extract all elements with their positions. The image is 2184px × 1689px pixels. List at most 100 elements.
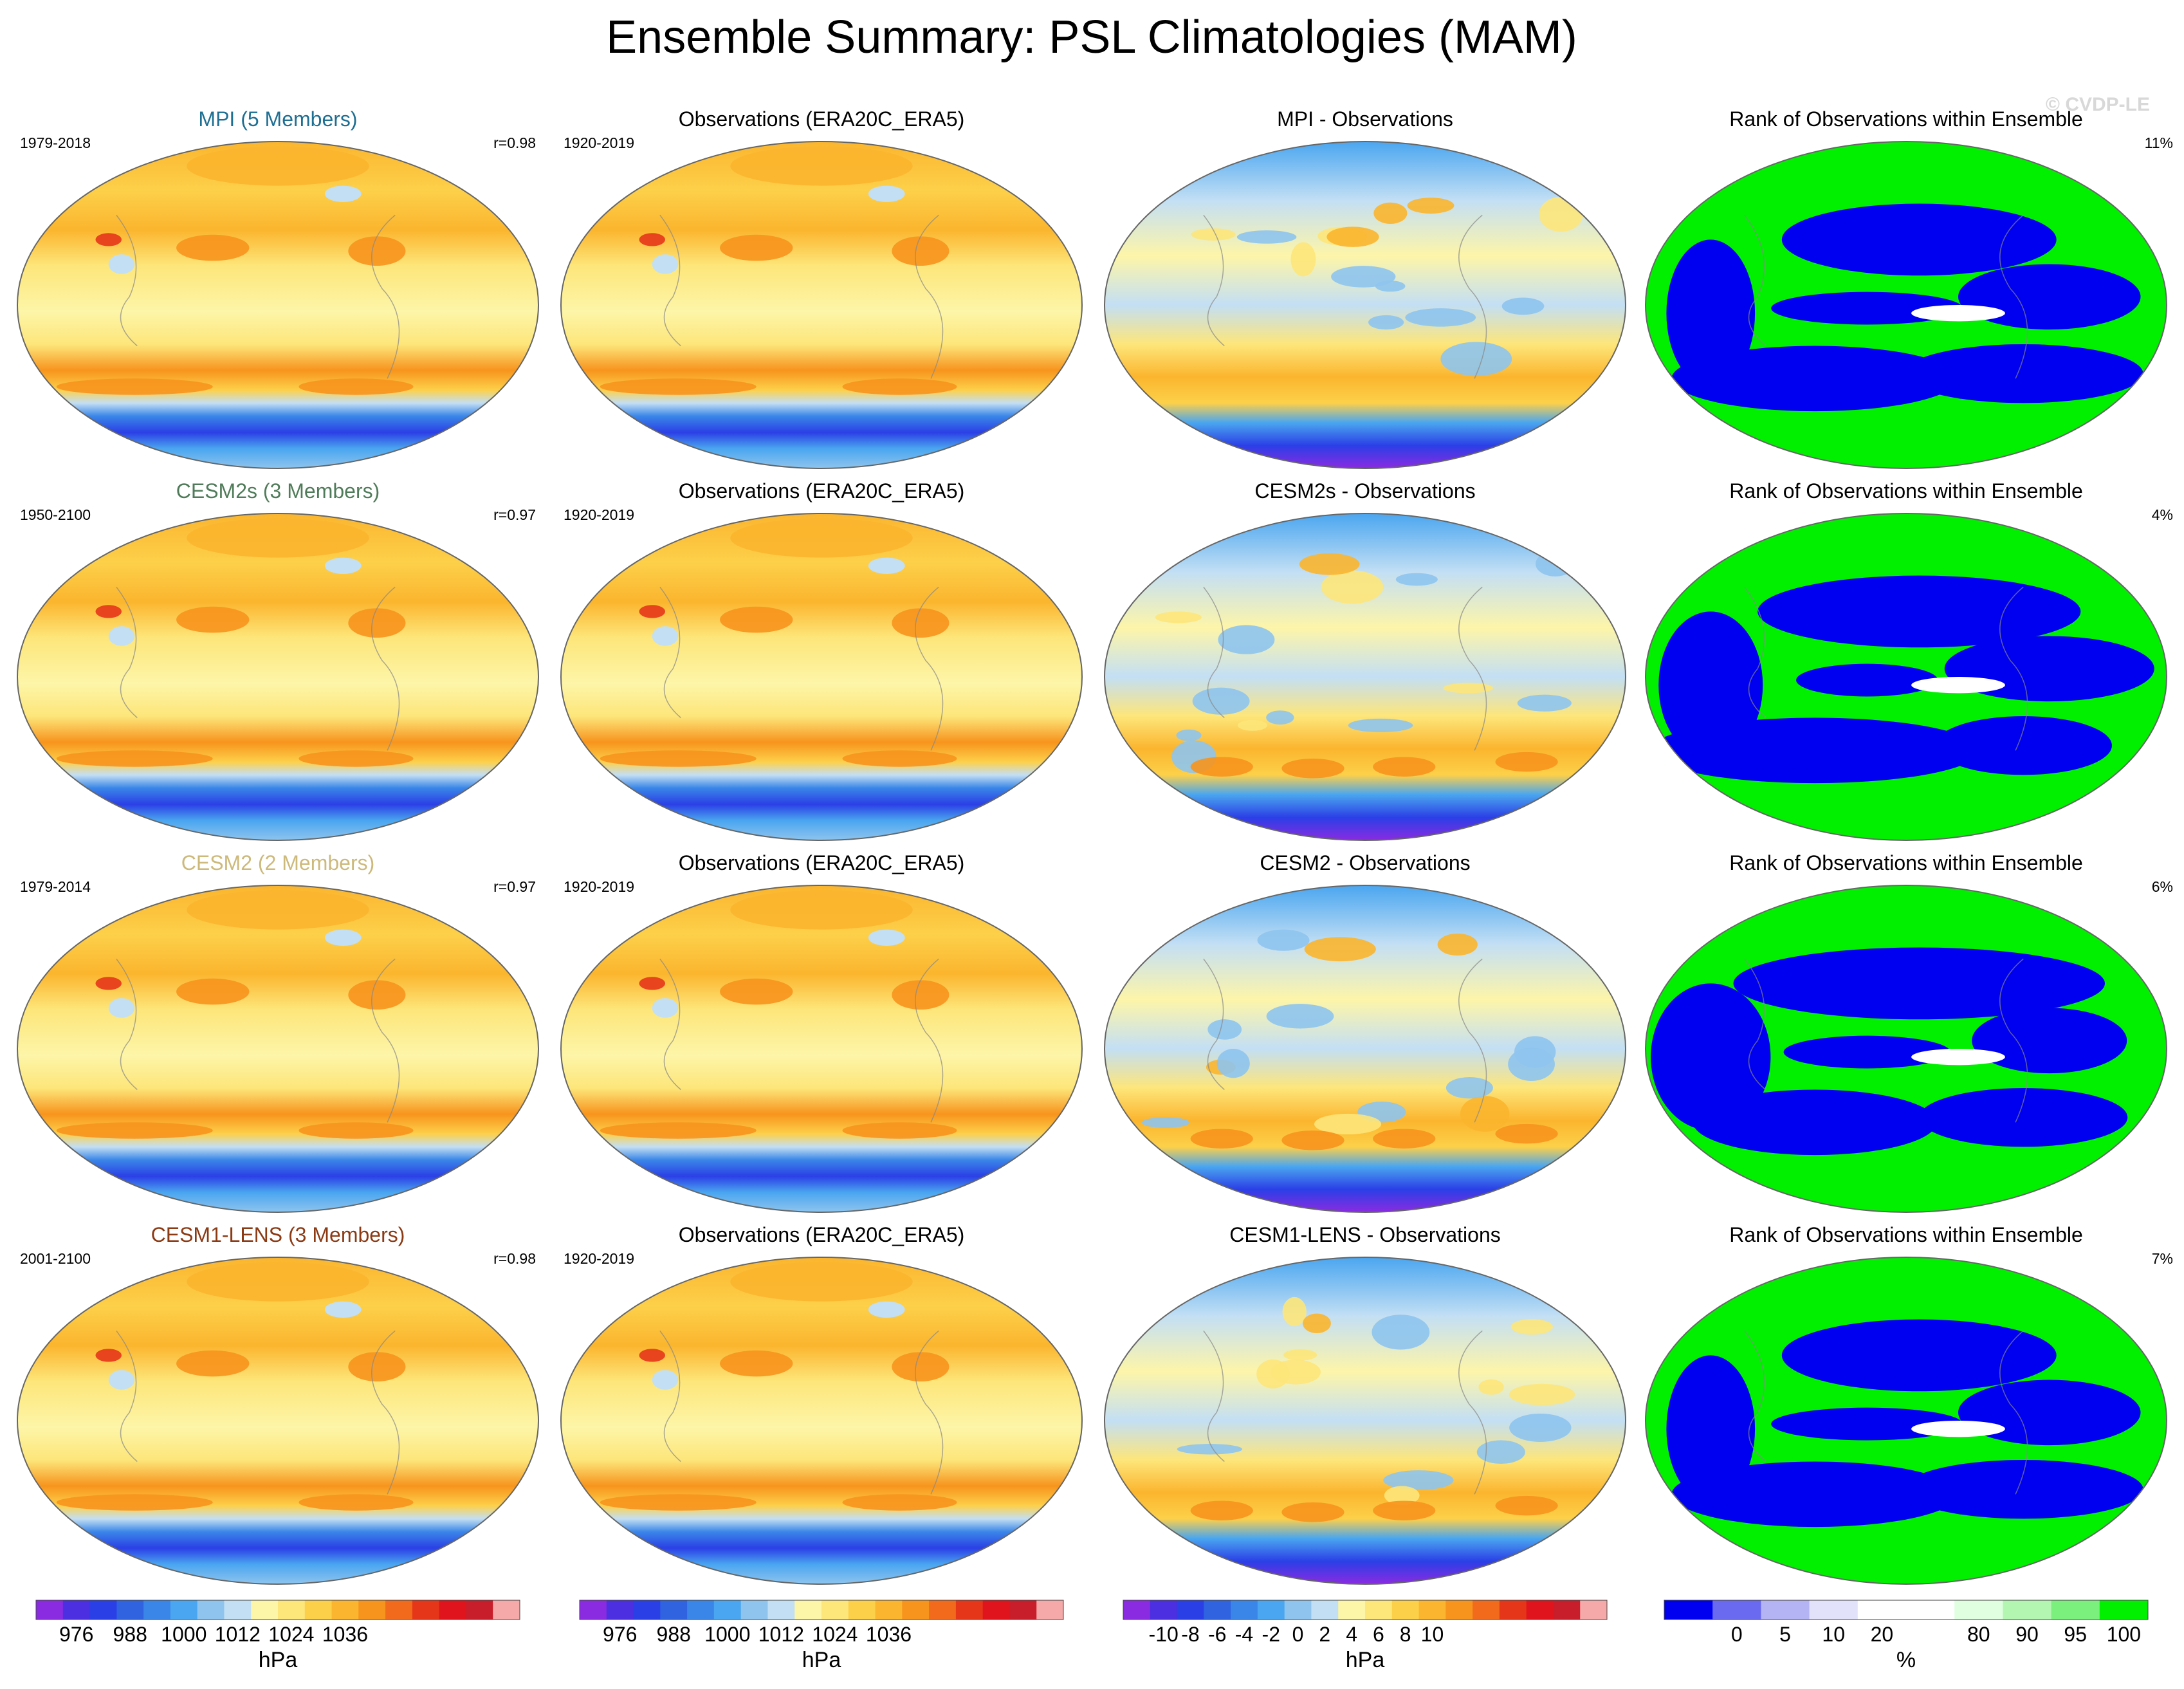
panel-rank-row1: Rank of Observations within Ensemble 11%: [1645, 107, 2173, 469]
colorbar-swatch: [606, 1600, 634, 1620]
anomaly-blob: [1395, 573, 1438, 586]
colorbar-swatch: [821, 1600, 849, 1620]
map-field: [561, 513, 1082, 840]
colorbar-swatch: [1150, 1600, 1178, 1620]
pressure-low: [108, 626, 135, 646]
rank-percent-label: 11%: [2145, 134, 2173, 151]
colorbar-tick-label: 100: [2107, 1623, 2141, 1646]
psl-background: [561, 885, 1082, 1212]
anomaly-blob: [1155, 611, 1202, 623]
pressure-high: [842, 378, 957, 395]
coastline: [659, 1330, 681, 1463]
rank-mid-region: [1911, 305, 2005, 322]
panel-title: CESM2 - Observations: [1260, 851, 1470, 874]
coastline: [116, 958, 138, 1091]
colorbar-swatch: [794, 1600, 822, 1620]
colorbar-swatch: [385, 1600, 413, 1620]
anomaly-blob: [1514, 1036, 1556, 1068]
colorbar-tick-label: 10: [1421, 1623, 1444, 1646]
coastline: [1203, 958, 1225, 1091]
pressure-low: [868, 557, 905, 574]
pressure-high: [639, 605, 665, 618]
anomaly-blob: [1321, 570, 1384, 604]
colorbar-swatch: [62, 1600, 91, 1620]
rank-low-region: [1781, 203, 2057, 276]
coastline: [1458, 586, 1487, 751]
correlation-label: r=0.97: [493, 506, 536, 523]
map-field: [1646, 142, 2167, 468]
coastline: [1999, 958, 2028, 1123]
pressure-high: [298, 378, 414, 395]
pressure-high: [842, 1494, 957, 1511]
pressure-high: [720, 978, 793, 1005]
panel-title: Rank of Observations within Ensemble: [1729, 1223, 2083, 1246]
pressure-high: [720, 606, 793, 633]
colorbar-swatch: [1036, 1600, 1064, 1620]
anomaly-blob: [1535, 551, 1575, 577]
anomaly-blob: [1218, 625, 1275, 654]
pressure-high: [56, 750, 213, 767]
panel-obs-row4: Observations (ERA20C_ERA5) 1920-2019: [560, 1223, 1083, 1585]
colorbar-swatch: [1761, 1600, 1810, 1620]
colorbar-tick-label: 1036: [866, 1623, 912, 1646]
map-field: [17, 142, 538, 468]
pressure-high: [720, 234, 793, 261]
rank-mid-region: [1911, 1049, 2005, 1066]
anomaly-blob: [1495, 1123, 1558, 1144]
map-field: [1105, 513, 1626, 840]
anomaly-blob: [1281, 1502, 1344, 1522]
colorbar-frame: [35, 1600, 520, 1620]
colorbar-swatch: [1857, 1600, 1907, 1620]
coastline: [1458, 214, 1487, 379]
anomaly-blob: [1176, 729, 1202, 741]
coastline: [1203, 586, 1225, 719]
coastline: [116, 586, 138, 719]
anomaly-blob: [1501, 297, 1545, 315]
map-outline: [1645, 141, 2167, 469]
colorbar-swatch: [1284, 1600, 1312, 1620]
colorbar-tick-label: 4: [1346, 1623, 1357, 1646]
map-field: [1105, 142, 1626, 468]
anomaly-blob: [1384, 1486, 1420, 1506]
map-field: [1646, 885, 2167, 1212]
colorbar-tick-label: 0: [1292, 1623, 1304, 1646]
anomaly-blob: [1443, 683, 1493, 694]
period-label: 1979-2014: [20, 878, 91, 895]
panel-title: Observations (ERA20C_ERA5): [679, 1223, 965, 1246]
pressure-high: [176, 234, 250, 261]
colorbar-swatch: [304, 1600, 333, 1620]
colorbar-swatch: [1906, 1600, 1955, 1620]
panel-title: Observations (ERA20C_ERA5): [679, 107, 965, 131]
anomaly-blob: [1190, 757, 1253, 777]
map-outline: [1645, 1257, 2167, 1585]
pressure-low: [652, 998, 679, 1018]
anomaly-blob: [1437, 933, 1478, 956]
colorbar-swatch: [278, 1600, 306, 1620]
anomaly-blob: [1510, 1319, 1553, 1335]
coastline: [1744, 586, 1766, 719]
pressure-high: [176, 978, 250, 1005]
pressure-low: [108, 998, 135, 1018]
colorbar-tick-label: -4: [1235, 1623, 1253, 1646]
coastline: [1744, 214, 1766, 347]
panel-title: MPI - Observations: [1277, 107, 1453, 131]
colorbar-swatch: [1177, 1600, 1204, 1620]
colorbar-tick-label: 6: [1373, 1623, 1384, 1646]
colorbar-swatch: [331, 1600, 359, 1620]
anomaly-blob: [1517, 694, 1572, 712]
colorbar-tick-label: 20: [1871, 1623, 1894, 1646]
rank-low-region: [1903, 344, 2143, 403]
colorbar-frame: [579, 1600, 1064, 1620]
pressure-high: [600, 378, 757, 395]
colorbar-swatch: [1338, 1600, 1366, 1620]
coastline: [915, 1330, 944, 1495]
pressure-high: [892, 1352, 950, 1382]
rank-low-region: [1733, 947, 2106, 1020]
pressure-high: [56, 378, 213, 395]
panel-title: Rank of Observations within Ensemble: [1729, 851, 2083, 874]
colorbar-swatch: [116, 1600, 144, 1620]
anomaly-blob: [1405, 308, 1476, 327]
colorbar-swatch: [1445, 1600, 1473, 1620]
pressure-high: [892, 236, 950, 266]
